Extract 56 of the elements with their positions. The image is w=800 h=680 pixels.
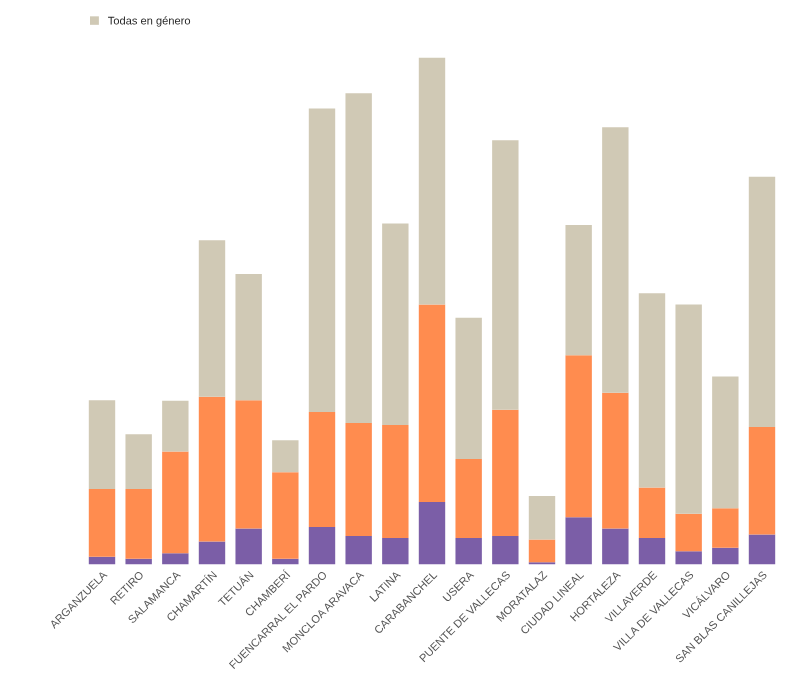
bar: [235, 400, 262, 529]
bar: [418, 304, 446, 503]
bar: [235, 528, 262, 565]
bar: [125, 488, 152, 559]
bar: [272, 440, 299, 473]
bar: [675, 304, 702, 514]
bar: [602, 127, 629, 393]
bar: [345, 536, 372, 565]
bar: [125, 558, 152, 565]
bar: [602, 528, 629, 565]
bar: [748, 176, 776, 428]
bar: [382, 538, 409, 565]
bar: [125, 434, 152, 489]
bar: [675, 513, 702, 552]
bar: [88, 400, 116, 489]
bar: [308, 108, 336, 412]
bar: [235, 274, 262, 401]
bar: [455, 459, 482, 539]
bar: [565, 355, 592, 518]
bar: [418, 502, 446, 565]
bar: [748, 427, 776, 535]
bar: [602, 392, 629, 529]
bar: [455, 538, 482, 565]
bar: [675, 551, 702, 565]
bar: [712, 547, 739, 565]
bar: [638, 293, 666, 488]
bar: [345, 93, 372, 424]
bar: [382, 223, 409, 426]
bar: [418, 57, 446, 305]
bar: [528, 496, 556, 540]
bar: [88, 488, 116, 557]
bar: [198, 240, 226, 397]
bar: [382, 425, 409, 539]
bar: [308, 526, 336, 565]
bar: [565, 517, 592, 565]
bar: [308, 411, 336, 527]
bar: [528, 539, 556, 563]
bar: [565, 224, 592, 356]
bar: [198, 541, 226, 565]
bar: [492, 140, 519, 410]
bar: [162, 451, 189, 554]
bar: [712, 376, 739, 509]
bar: [272, 558, 299, 565]
bar: [638, 487, 666, 539]
bar: [492, 536, 519, 565]
bar: [455, 317, 482, 460]
bar: [638, 538, 666, 565]
bar: [345, 423, 372, 537]
bar: [272, 472, 299, 559]
bar: [198, 396, 226, 542]
bar: [492, 409, 519, 537]
bar: [162, 400, 189, 452]
bar: [748, 534, 776, 565]
bar: [88, 556, 116, 565]
bar: [712, 508, 739, 548]
bar: [162, 553, 189, 565]
